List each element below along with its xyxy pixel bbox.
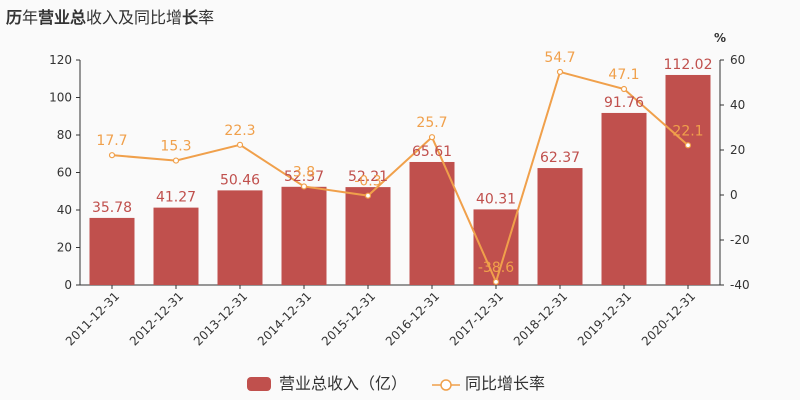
bar-value-label: 112.02 bbox=[664, 57, 713, 73]
line-point bbox=[236, 141, 244, 148]
line-value-label: 47.1 bbox=[608, 67, 639, 83]
line-value-label: 22.1 bbox=[672, 123, 703, 139]
line-point bbox=[428, 134, 436, 141]
y-right-tick-label: -20 bbox=[730, 233, 750, 247]
line-point bbox=[172, 157, 180, 164]
legend-line-marker bbox=[440, 379, 452, 391]
line-point bbox=[364, 192, 372, 199]
line-value-label: -38.6 bbox=[478, 260, 514, 276]
y-right-tick-label: 0 bbox=[730, 188, 738, 202]
y-right-tick-label: -40 bbox=[730, 278, 750, 292]
title-part: 营业总 bbox=[38, 8, 87, 27]
x-tick-label: 2020-12-31 bbox=[639, 289, 698, 348]
line-point bbox=[620, 85, 628, 93]
bar-value-label: 91.76 bbox=[604, 95, 644, 111]
growth-line bbox=[111, 70, 689, 285]
x-tick-label: 2011-12-31 bbox=[63, 289, 122, 348]
title-part: 收入及同比增 bbox=[86, 8, 183, 27]
line-point bbox=[300, 183, 308, 190]
line-value-label: 54.7 bbox=[544, 50, 575, 66]
bar-value-label: 50.46 bbox=[220, 172, 260, 188]
x-tick-label: 2015-12-31 bbox=[319, 289, 378, 348]
bar-value-label: 52.21 bbox=[348, 169, 388, 185]
y-left-tick-label: 40 bbox=[57, 203, 72, 217]
bar bbox=[217, 190, 263, 285]
bar bbox=[89, 217, 135, 285]
line-value-label: 17.7 bbox=[96, 133, 127, 149]
y-right-tick-label: 60 bbox=[730, 53, 745, 67]
bar-value-label: 41.27 bbox=[156, 190, 196, 206]
y-left-tick-label: 100 bbox=[49, 91, 72, 105]
y-left-tick-label: 0 bbox=[64, 278, 72, 292]
y-right-tick-label: 40 bbox=[730, 98, 745, 112]
bar bbox=[345, 187, 391, 285]
bar bbox=[281, 186, 327, 285]
y-left-tick-label: 120 bbox=[49, 53, 72, 67]
line-value-label: 22.3 bbox=[224, 123, 255, 139]
title-part: 历 bbox=[6, 8, 23, 27]
y-right-tick-label: 20 bbox=[730, 143, 745, 157]
line-point bbox=[492, 278, 500, 285]
title-part: 长 bbox=[182, 8, 199, 27]
x-tick-label: 2012-12-31 bbox=[127, 289, 186, 348]
bar-value-label: 40.31 bbox=[476, 191, 516, 207]
legend-bar-label: 营业总收入（亿） bbox=[279, 374, 407, 393]
line-value-label: 15.3 bbox=[160, 139, 191, 155]
line-value-label: 25.7 bbox=[416, 115, 447, 131]
y-left-tick-label: 80 bbox=[57, 128, 72, 142]
bar bbox=[665, 74, 711, 286]
x-tick-label: 2019-12-31 bbox=[575, 289, 634, 348]
line-value-label: -0.3 bbox=[354, 174, 381, 190]
x-tick-label: 2017-12-31 bbox=[447, 289, 506, 348]
bar-value-label: 65.61 bbox=[412, 144, 452, 160]
x-tick-label: 2013-12-31 bbox=[191, 289, 250, 348]
legend-line-label: 同比增长率 bbox=[465, 374, 545, 393]
y-left-tick-label: 20 bbox=[57, 241, 72, 255]
line-point bbox=[684, 142, 692, 149]
bar-value-label: 35.78 bbox=[92, 200, 132, 216]
y-right-unit: % bbox=[714, 31, 726, 45]
bar bbox=[537, 168, 583, 285]
legend-bar-swatch bbox=[247, 377, 271, 391]
y-left-tick-label: 60 bbox=[57, 166, 72, 180]
line-value-label: 3.8 bbox=[293, 164, 315, 180]
title-part: 年 bbox=[22, 8, 39, 27]
x-tick-label: 2016-12-31 bbox=[383, 289, 442, 348]
x-tick-label: 2018-12-31 bbox=[511, 289, 570, 348]
bar bbox=[409, 161, 455, 285]
line-point bbox=[556, 68, 564, 76]
x-tick-label: 2014-12-31 bbox=[255, 289, 314, 348]
title-part: 率 bbox=[198, 8, 215, 27]
bar bbox=[601, 112, 647, 285]
bar bbox=[153, 207, 199, 285]
bar-value-label: 52.37 bbox=[284, 169, 324, 185]
chart-title: 历年营业总收入及同比增长率 bbox=[6, 4, 214, 28]
line-point bbox=[108, 152, 116, 159]
bar-value-label: 62.37 bbox=[540, 150, 580, 166]
